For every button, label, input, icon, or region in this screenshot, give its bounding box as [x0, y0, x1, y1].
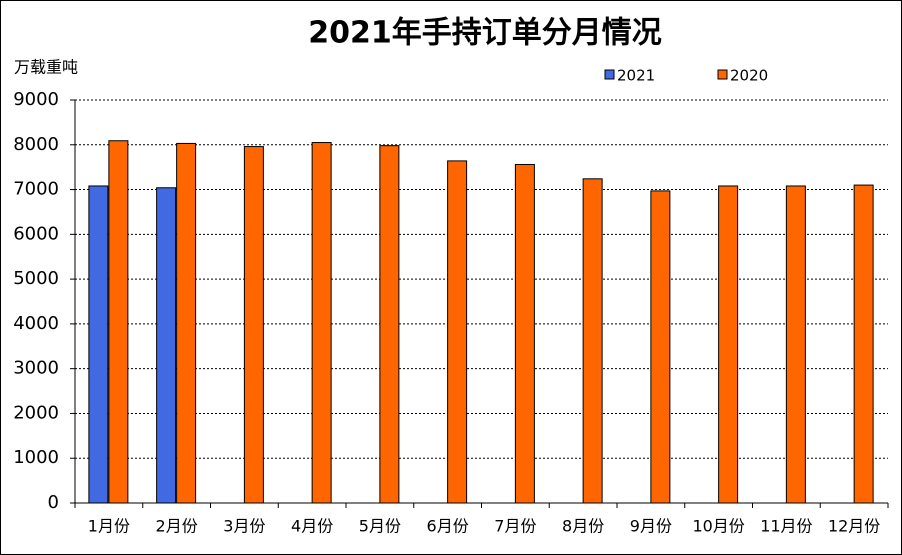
x-tick-label: 4月份 — [291, 517, 333, 536]
bar — [853, 184, 874, 504]
x-tick-label: 5月份 — [359, 517, 401, 536]
y-axis-label: 万载重吨 — [14, 58, 78, 77]
bar — [176, 142, 197, 504]
x-tick-label: 12月份 — [828, 517, 880, 536]
y-tick-label: 0 — [48, 492, 59, 513]
bar — [156, 187, 177, 504]
x-tick-label: 3月份 — [223, 517, 265, 536]
y-tick-label: 7000 — [13, 179, 59, 200]
bar — [514, 163, 535, 504]
bar — [243, 146, 264, 504]
legend-label: 2021 — [617, 67, 655, 85]
x-tick-label: 10月份 — [692, 517, 744, 536]
x-tick-label: 1月份 — [88, 517, 130, 536]
y-tick-label: 9000 — [13, 89, 59, 110]
y-tick-label: 4000 — [13, 313, 59, 334]
bar — [582, 178, 603, 504]
x-tick-label: 2月份 — [156, 517, 198, 536]
y-tick-label: 5000 — [13, 268, 59, 289]
bar — [718, 185, 739, 504]
x-tick-label: 11月份 — [760, 517, 812, 536]
y-tick-label: 1000 — [13, 447, 59, 468]
bar — [785, 185, 806, 504]
y-tick-label: 3000 — [13, 358, 59, 379]
bar — [447, 160, 468, 504]
legend-swatch — [717, 69, 728, 80]
y-tick-label: 8000 — [13, 134, 59, 155]
bar — [650, 190, 671, 504]
bar — [311, 142, 332, 504]
legend-swatch — [604, 69, 615, 80]
x-tick-label: 6月份 — [427, 517, 469, 536]
bar — [379, 145, 400, 504]
bar — [108, 140, 129, 504]
x-tick-label: 7月份 — [494, 517, 536, 536]
y-tick-label: 6000 — [13, 223, 59, 244]
bar — [88, 185, 109, 504]
chart-title: 2021年手持订单分月情况 — [308, 16, 662, 51]
y-tick-label: 2000 — [13, 402, 59, 423]
x-tick-label: 9月份 — [630, 517, 672, 536]
x-tick-label: 8月份 — [562, 517, 604, 536]
legend-label: 2020 — [730, 67, 768, 85]
